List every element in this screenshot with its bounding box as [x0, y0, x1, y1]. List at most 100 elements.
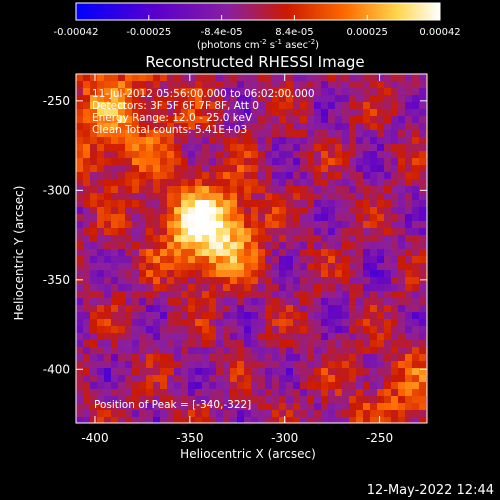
- image-pixel: [328, 130, 336, 138]
- image-pixel: [230, 214, 238, 222]
- image-pixel: [412, 375, 420, 383]
- image-pixel: [398, 95, 406, 103]
- image-pixel: [90, 193, 98, 201]
- image-pixel: [265, 263, 273, 271]
- image-pixel: [391, 88, 399, 96]
- image-pixel: [314, 403, 322, 411]
- image-pixel: [412, 186, 420, 194]
- image-pixel: [195, 298, 203, 306]
- image-pixel: [230, 270, 238, 278]
- image-pixel: [125, 81, 133, 89]
- image-pixel: [223, 284, 231, 292]
- image-pixel: [307, 151, 315, 159]
- image-pixel: [286, 102, 294, 110]
- image-pixel: [160, 270, 168, 278]
- image-pixel: [377, 228, 385, 236]
- image-pixel: [293, 186, 301, 194]
- image-pixel: [160, 228, 168, 236]
- image-pixel: [244, 228, 252, 236]
- image-pixel: [181, 396, 189, 404]
- image-pixel: [314, 179, 322, 187]
- image-pixel: [160, 382, 168, 390]
- image-pixel: [132, 284, 140, 292]
- image-pixel: [125, 102, 133, 110]
- image-pixel: [153, 312, 161, 320]
- image-pixel: [216, 207, 224, 215]
- image-pixel: [272, 186, 280, 194]
- image-pixel: [258, 375, 266, 383]
- image-pixel: [97, 403, 105, 411]
- image-pixel: [202, 193, 210, 201]
- image-pixel: [419, 137, 427, 145]
- image-pixel: [370, 144, 378, 152]
- image-pixel: [111, 382, 119, 390]
- image-pixel: [111, 340, 119, 348]
- image-pixel: [216, 389, 224, 397]
- image-pixel: [258, 88, 266, 96]
- image-pixel: [307, 375, 315, 383]
- image-pixel: [111, 319, 119, 327]
- image-pixel: [363, 214, 371, 222]
- image-pixel: [174, 312, 182, 320]
- image-pixel: [356, 382, 364, 390]
- image-pixel: [118, 347, 126, 355]
- info-detectors: Detectors: 3F 5F 6F 7F 8F, Att 0: [92, 100, 259, 112]
- image-pixel: [293, 130, 301, 138]
- image-pixel: [132, 249, 140, 257]
- image-pixel: [349, 256, 357, 264]
- image-pixel: [118, 410, 126, 418]
- image-pixel: [286, 74, 294, 82]
- image-pixel: [300, 179, 308, 187]
- image-pixel: [377, 165, 385, 173]
- image-pixel: [391, 158, 399, 166]
- image-pixel: [223, 249, 231, 257]
- image-pixel: [216, 333, 224, 341]
- image-pixel: [349, 277, 357, 285]
- image-pixel: [342, 221, 350, 229]
- image-pixel: [132, 88, 140, 96]
- image-pixel: [230, 158, 238, 166]
- image-pixel: [398, 228, 406, 236]
- image-pixel: [300, 354, 308, 362]
- image-pixel: [251, 165, 259, 173]
- image-pixel: [237, 228, 245, 236]
- image-pixel: [118, 312, 126, 320]
- image-pixel: [384, 109, 392, 117]
- image-pixel: [132, 158, 140, 166]
- image-pixel: [97, 298, 105, 306]
- image-pixel: [188, 207, 196, 215]
- image-pixel: [216, 95, 224, 103]
- image-pixel: [146, 186, 154, 194]
- image-pixel: [202, 347, 210, 355]
- image-pixel: [279, 214, 287, 222]
- image-pixel: [139, 186, 147, 194]
- image-pixel: [251, 298, 259, 306]
- image-pixel: [279, 389, 287, 397]
- image-pixel: [104, 305, 112, 313]
- image-pixel: [251, 144, 259, 152]
- image-pixel: [272, 200, 280, 208]
- image-pixel: [349, 207, 357, 215]
- image-pixel: [125, 88, 133, 96]
- image-pixel: [342, 368, 350, 376]
- image-pixel: [188, 235, 196, 243]
- image-pixel: [286, 109, 294, 117]
- image-pixel: [90, 95, 98, 103]
- image-pixel: [419, 172, 427, 180]
- image-pixel: [286, 417, 294, 423]
- image-pixel: [188, 368, 196, 376]
- image-pixel: [174, 340, 182, 348]
- image-pixel: [335, 347, 343, 355]
- image-pixel: [251, 319, 259, 327]
- image-pixel: [83, 396, 91, 404]
- image-pixel: [342, 102, 350, 110]
- image-pixel: [90, 361, 98, 369]
- image-pixel: [153, 242, 161, 250]
- image-pixel: [195, 116, 203, 124]
- image-pixel: [153, 95, 161, 103]
- image-pixel: [328, 144, 336, 152]
- image-pixel: [181, 270, 189, 278]
- image-pixel: [216, 319, 224, 327]
- image-pixel: [111, 130, 119, 138]
- image-pixel: [272, 172, 280, 180]
